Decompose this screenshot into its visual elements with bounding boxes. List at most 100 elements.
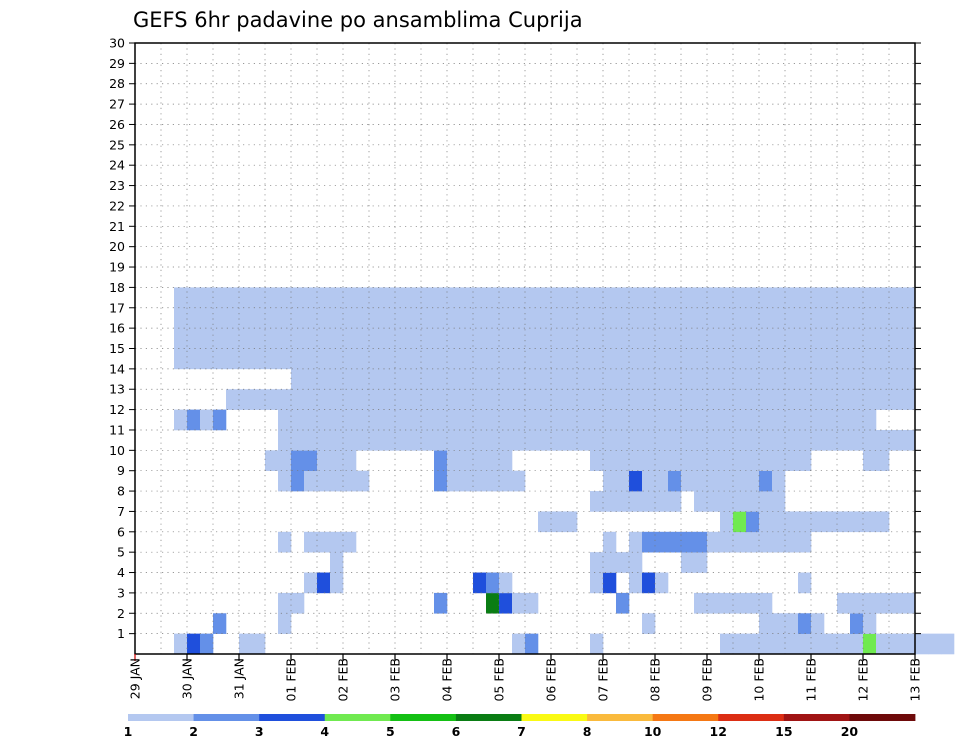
precip-cell (499, 470, 513, 492)
precip-cell (876, 348, 890, 370)
precip-cell (291, 348, 305, 370)
precip-cell (694, 368, 708, 390)
precip-cell (850, 511, 864, 533)
colorbar-swatch (128, 714, 194, 721)
precip-cell (304, 348, 318, 370)
precip-cell (772, 368, 786, 390)
precip-cell (551, 409, 565, 431)
precip-cell (616, 368, 630, 390)
precip-cell (512, 633, 526, 655)
precip-cell (382, 348, 396, 370)
precip-cell (603, 531, 617, 553)
precip-cell (330, 348, 344, 370)
precip-cell (837, 287, 851, 309)
precip-cell (291, 368, 305, 390)
colorbar-label: 12 (710, 724, 727, 739)
precip-cell (174, 328, 188, 349)
precip-cell (603, 552, 617, 573)
precip-cell (655, 348, 669, 370)
precip-cell (642, 368, 656, 390)
precip-cell (187, 307, 201, 329)
precip-cell (824, 389, 838, 410)
x-tick-label: 03 FEB (388, 658, 403, 702)
precip-cell (655, 287, 669, 309)
precip-cell (408, 389, 422, 410)
precip-cell (798, 633, 812, 655)
precip-cell (486, 368, 500, 390)
y-tick-label: 2 (117, 606, 125, 621)
precip-cell (681, 552, 695, 573)
precip-cell (811, 613, 825, 634)
precip-cell (434, 389, 448, 410)
precip-cell (356, 429, 370, 451)
precip-cell (642, 328, 656, 349)
precip-cell (798, 348, 812, 370)
precip-cell (603, 307, 617, 329)
precip-cell (239, 307, 253, 329)
precip-cell (590, 491, 604, 512)
precip-cell (382, 328, 396, 349)
precip-cell (694, 348, 708, 370)
y-tick-label: 3 (117, 585, 125, 600)
precip-cell (759, 348, 773, 370)
y-tick-label: 12 (109, 402, 125, 417)
precip-cell (759, 450, 773, 471)
precip-cell (616, 491, 630, 512)
precip-cell (798, 613, 812, 634)
precip-cell (330, 429, 344, 451)
precip-cell (291, 429, 305, 451)
colorbar-label: 1 (124, 724, 133, 739)
precip-cell (304, 450, 318, 471)
precip-cell (681, 470, 695, 492)
precip-cell (902, 389, 916, 410)
precip-cell (798, 511, 812, 533)
precip-cell (369, 307, 383, 329)
precip-cell (486, 307, 500, 329)
precip-cell (486, 389, 500, 410)
precip-cell (772, 287, 786, 309)
colorbar-swatch (652, 714, 719, 721)
precip-cell (304, 368, 318, 390)
precip-cell (655, 389, 669, 410)
precip-cell (889, 368, 903, 390)
precip-cell (850, 409, 864, 431)
precip-cell (759, 633, 773, 655)
precip-cell (902, 348, 916, 370)
precip-cell (694, 429, 708, 451)
precip-cell (902, 429, 916, 451)
precip-cell (733, 328, 747, 349)
precip-cell (629, 307, 643, 329)
y-tick-label: 6 (117, 524, 125, 539)
precip-cell (642, 348, 656, 370)
precip-cell (668, 389, 682, 410)
precip-cell (200, 409, 214, 431)
precip-cell (577, 307, 591, 329)
precip-cell (603, 368, 617, 390)
precip-cell (486, 450, 500, 471)
precip-cell (876, 633, 890, 655)
precip-cell (499, 389, 513, 410)
precip-cell (616, 287, 630, 309)
precip-cell (603, 572, 617, 594)
precip-cell (564, 307, 578, 329)
precip-cell (174, 409, 188, 431)
precip-cell (889, 307, 903, 329)
precip-cell (590, 287, 604, 309)
x-tick-label: 09 FEB (700, 658, 715, 702)
precip-cell (421, 287, 435, 309)
y-tick-label: 9 (117, 463, 125, 478)
precip-cell (707, 389, 721, 410)
precip-cell (772, 307, 786, 329)
precip-cell (317, 368, 331, 390)
precip-cell (330, 470, 344, 492)
precip-cell (837, 409, 851, 431)
precip-cell (577, 389, 591, 410)
precip-cell (200, 307, 214, 329)
precip-cell (811, 633, 825, 655)
precip-cell (733, 348, 747, 370)
precip-cell (590, 429, 604, 451)
precip-cell (434, 450, 448, 471)
colorbar-swatch (587, 714, 654, 721)
precip-cell (876, 328, 890, 349)
precip-cell (278, 531, 292, 553)
